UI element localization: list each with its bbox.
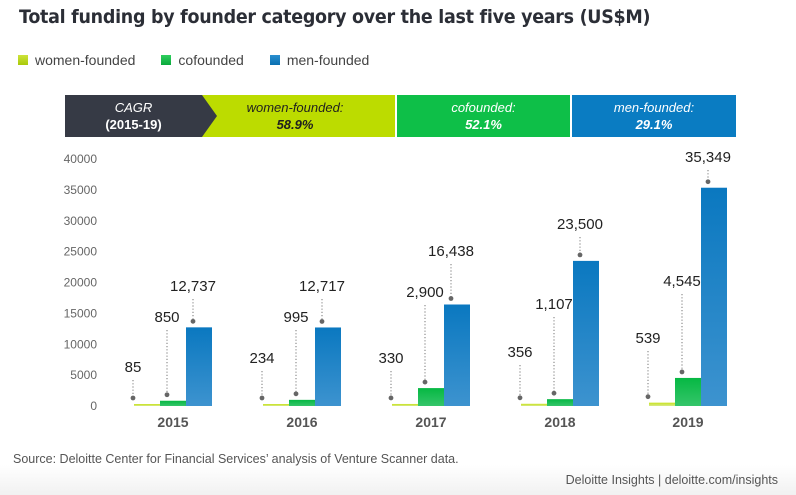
y-tick-label: 5000 xyxy=(70,368,97,382)
data-point-dot xyxy=(190,318,196,324)
legend-swatch-women-founded xyxy=(18,55,28,65)
bar-men-founded-2017 xyxy=(444,304,470,406)
bar-women-founded-2018 xyxy=(521,403,547,406)
cagr-segment-men-founded: men-founded: 29.1% xyxy=(572,95,736,137)
bar-men-founded-2016 xyxy=(315,327,341,406)
data-label-men-founded: 12,737 xyxy=(170,278,216,295)
cagr-value: 58.9% xyxy=(276,117,314,132)
x-axis: 2015 2016 2017 2018 2019 xyxy=(157,414,703,430)
data-label-men-founded: 12,717 xyxy=(299,278,345,295)
data-point-dot xyxy=(679,369,685,375)
y-tick-label: 15000 xyxy=(64,306,98,320)
legend-item-women-founded: women-founded xyxy=(18,52,135,68)
cagr-label: men-founded: xyxy=(613,100,695,115)
source-note: Source: Deloitte Center for Financial Se… xyxy=(13,452,459,466)
legend-swatch-men-founded xyxy=(269,55,280,65)
data-label-men-founded: 16,438 xyxy=(428,243,474,260)
y-tick-label: 20000 xyxy=(64,276,98,290)
bar-women-founded-2019 xyxy=(649,402,675,406)
bar-men-founded-2015 xyxy=(186,327,212,406)
legend-item-cofounded: cofounded xyxy=(161,52,244,68)
bar-cofounded-2016 xyxy=(289,399,315,406)
data-label-men-founded: 23,500 xyxy=(557,216,603,233)
data-label-cofounded: 2,900 xyxy=(406,284,444,301)
x-tick-label: 2015 xyxy=(157,414,188,430)
y-axis: 0 5000 10000 15000 20000 25000 30000 35000 40000 xyxy=(64,152,98,413)
data-label-cofounded: 995 xyxy=(283,309,308,326)
data-point-dot xyxy=(259,395,265,401)
cagr-banner: women-founded: 58.9% cofounded: 52.1% me… xyxy=(65,95,736,137)
data-point-dot xyxy=(422,379,428,385)
data-point-dot xyxy=(130,395,136,401)
data-label-women-founded: 356 xyxy=(507,344,532,361)
bar-chart: 0 5000 10000 15000 20000 25000 30000 35000 40000… xyxy=(64,149,731,430)
legend-label: men-founded xyxy=(286,52,370,68)
legend-item-men-founded: men-founded xyxy=(269,52,370,68)
data-label-cofounded: 4,545 xyxy=(663,273,701,290)
bar-cofounded-2015 xyxy=(160,400,186,406)
footer-shade xyxy=(0,465,796,495)
x-tick-label: 2017 xyxy=(415,414,446,430)
data-label-women-founded: 539 xyxy=(635,330,660,347)
cagr-segment-cofounded: cofounded: 52.1% xyxy=(397,95,570,137)
data-label-women-founded: 330 xyxy=(378,350,403,367)
cagr-heading-arrow xyxy=(65,95,217,137)
data-label-men-founded: 35,349 xyxy=(685,149,731,166)
x-tick-label: 2018 xyxy=(544,414,575,430)
bar-men-founded-2018 xyxy=(573,260,599,406)
cagr-label: cofounded: xyxy=(451,100,516,115)
chart-title: Total funding by founder category over t… xyxy=(19,6,651,28)
bar-cofounded-2017 xyxy=(418,388,444,406)
legend-label: cofounded xyxy=(178,52,244,68)
data-point-dot xyxy=(319,319,325,324)
bar-cofounded-2018 xyxy=(547,399,573,406)
data-label-women-founded: 85 xyxy=(125,359,142,376)
bar-women-founded-2017 xyxy=(392,403,418,406)
y-tick-label: 40000 xyxy=(64,152,98,166)
cagr-heading: CAGR (2015-19) xyxy=(65,95,202,137)
cagr-value: 29.1% xyxy=(635,117,673,132)
data-point-dot xyxy=(164,392,170,398)
legend: women-founded cofounded men-founded xyxy=(18,52,369,68)
cagr-segment-women-founded: women-founded: 58.9% xyxy=(195,95,395,137)
bar-men-founded-2019 xyxy=(701,187,727,406)
legend-label: women-founded xyxy=(35,52,136,68)
data-label-cofounded: 850 xyxy=(154,309,179,326)
cagr-period: (2015-19) xyxy=(105,117,162,132)
data-point-dot xyxy=(577,252,583,258)
x-tick-label: 2016 xyxy=(286,414,317,430)
data-point-dot xyxy=(551,390,557,396)
bar-women-founded-2015 xyxy=(134,404,160,406)
y-tick-label: 25000 xyxy=(64,245,98,259)
data-point-dot xyxy=(293,391,299,397)
data-point-dot xyxy=(705,179,711,185)
y-tick-label: 30000 xyxy=(64,214,98,228)
data-point-dot xyxy=(388,395,394,401)
data-point-dot xyxy=(517,395,523,401)
cagr-label: women-founded: xyxy=(246,100,344,115)
data-point-dot xyxy=(645,394,651,400)
y-tick-label: 10000 xyxy=(64,337,98,351)
cagr-heading-label: CAGR xyxy=(114,100,153,115)
y-tick-label: 35000 xyxy=(64,183,98,197)
y-tick-label: 0 xyxy=(90,399,97,413)
x-tick-label: 2019 xyxy=(672,414,703,430)
cagr-value: 52.1% xyxy=(465,117,502,132)
data-point-dot xyxy=(448,296,454,301)
credit-line: Deloitte Insights | deloitte.com/insight… xyxy=(565,473,778,487)
data-label-cofounded: 1,107 xyxy=(535,296,573,313)
bar-cofounded-2019 xyxy=(675,377,701,406)
legend-swatch-cofounded xyxy=(161,55,172,65)
data-label-women-founded: 234 xyxy=(249,350,274,367)
bars: 85 850 12,737 234 995 12,717 330 2,900 16,438 356… xyxy=(125,149,731,406)
bar-women-founded-2016 xyxy=(263,404,289,406)
